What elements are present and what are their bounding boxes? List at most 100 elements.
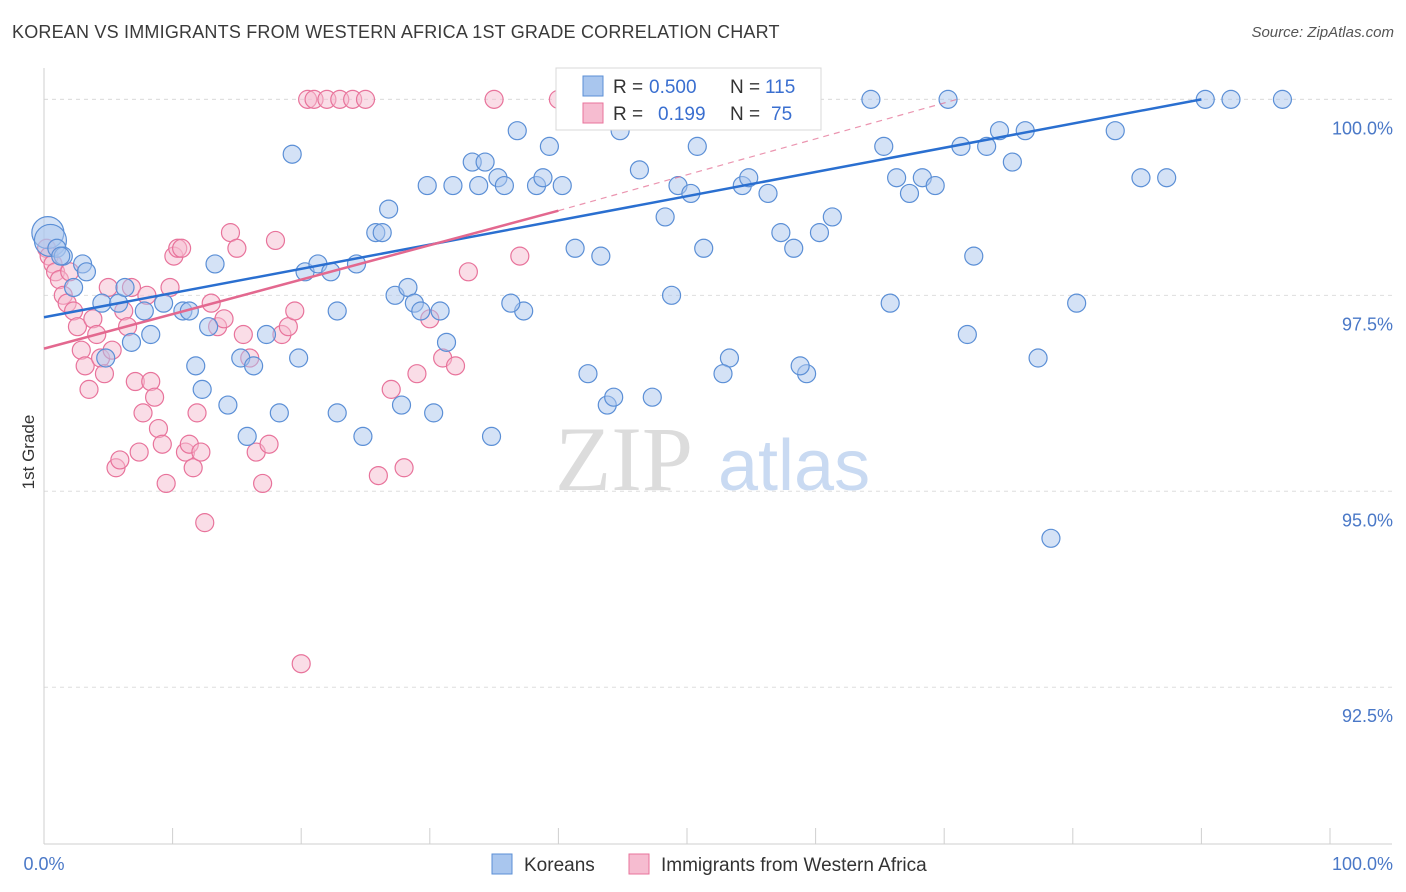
- y-tick-labels: 92.5% 95.0% 97.5% 100.0%: [1332, 118, 1393, 726]
- point-koreans: [256, 324, 277, 345]
- stats-n-key-1: N =: [730, 77, 760, 98]
- point-koreans: [758, 183, 778, 204]
- trend-line-koreans: [43, 98, 1202, 319]
- trend-lines: [43, 98, 1202, 350]
- point-koreans: [578, 364, 598, 384]
- stats-box: R = 0.500 N = 115 R = 0.199 N = 75: [555, 67, 822, 131]
- legend-swatch-koreans: [491, 853, 513, 875]
- stats-swatch-pink: [582, 102, 604, 124]
- x-tick-labels: 0.0% 100.0%: [23, 854, 1393, 874]
- point-immigrants: [110, 450, 130, 470]
- y-tick-label: 92.5%: [1342, 706, 1393, 726]
- point-koreans: [237, 426, 257, 447]
- point-koreans: [887, 168, 907, 188]
- point-koreans: [687, 136, 707, 156]
- point-immigrants: [265, 230, 286, 251]
- point-koreans: [501, 293, 521, 313]
- point-immigrants: [285, 301, 305, 321]
- point-koreans: [507, 121, 527, 141]
- point-koreans: [938, 89, 958, 109]
- point-koreans: [1002, 152, 1022, 172]
- point-immigrants: [355, 89, 376, 109]
- point-immigrants: [381, 379, 401, 399]
- point-immigrants: [187, 403, 207, 423]
- point-immigrants: [156, 473, 176, 494]
- axes: [43, 68, 1392, 845]
- x-tick-label: 100.0%: [1332, 854, 1393, 874]
- point-immigrants: [458, 262, 478, 282]
- point-koreans: [822, 207, 842, 227]
- point-koreans: [121, 332, 142, 352]
- point-immigrants: [484, 89, 504, 109]
- point-koreans: [475, 152, 495, 172]
- watermark-atlas: atlas: [718, 426, 870, 506]
- trend-line-immigrants: [43, 209, 559, 350]
- point-immigrants: [291, 654, 311, 674]
- watermark-zip: ZIP: [555, 408, 693, 510]
- point-immigrants: [407, 364, 427, 384]
- point-koreans: [51, 246, 71, 266]
- point-immigrants: [75, 356, 95, 376]
- point-koreans: [134, 301, 154, 321]
- point-immigrants: [233, 324, 253, 345]
- trend-line-immigrants-extension: [558, 98, 958, 212]
- point-koreans: [436, 332, 457, 352]
- point-koreans: [552, 175, 572, 196]
- point-koreans: [1028, 348, 1048, 368]
- point-koreans: [372, 223, 392, 243]
- point-koreans: [92, 293, 112, 313]
- point-koreans: [604, 387, 624, 407]
- point-koreans: [1221, 89, 1241, 109]
- point-immigrants: [83, 309, 103, 329]
- stats-n-val-1: 115: [765, 77, 795, 98]
- stats-r-key-1: R =: [613, 77, 643, 98]
- y-tick-label: 95.0%: [1342, 510, 1393, 530]
- point-immigrants: [144, 387, 165, 407]
- point-immigrants: [152, 434, 172, 454]
- point-immigrants: [148, 418, 169, 439]
- point-koreans: [1105, 121, 1125, 141]
- point-koreans: [417, 175, 437, 196]
- point-koreans: [655, 207, 675, 227]
- point-koreans: [784, 238, 804, 258]
- point-koreans: [790, 356, 810, 376]
- point-immigrants: [129, 442, 149, 462]
- point-koreans: [391, 395, 412, 415]
- point-immigrants: [133, 403, 153, 423]
- stats-r-key-2: R =: [613, 104, 643, 125]
- point-immigrants: [172, 238, 192, 258]
- point-koreans: [1157, 168, 1177, 188]
- point-koreans: [327, 301, 347, 321]
- point-koreans: [1131, 168, 1151, 188]
- point-immigrants: [79, 379, 99, 399]
- point-immigrants: [259, 434, 279, 454]
- point-koreans: [205, 254, 225, 274]
- legend: Koreans Immigrants from Western Africa: [491, 853, 927, 876]
- point-koreans: [694, 238, 714, 258]
- chart-title: KOREAN VS IMMIGRANTS FROM WESTERN AFRICA…: [12, 22, 780, 42]
- point-koreans: [642, 387, 662, 407]
- point-koreans: [989, 121, 1010, 141]
- point-koreans: [874, 136, 894, 156]
- point-koreans: [809, 223, 830, 243]
- stats-n-val-2: 75: [771, 104, 792, 125]
- legend-swatch-immigrants: [628, 853, 650, 875]
- stats-r-val-1: 0.500: [649, 77, 697, 98]
- point-immigrants: [195, 513, 215, 533]
- point-koreans: [861, 89, 881, 109]
- point-koreans: [141, 324, 161, 345]
- point-koreans: [539, 136, 559, 156]
- point-koreans: [353, 426, 373, 447]
- point-immigrants: [510, 246, 530, 266]
- point-koreans: [591, 246, 611, 266]
- point-immigrants: [368, 465, 388, 486]
- point-koreans: [443, 175, 463, 196]
- point-koreans: [199, 317, 219, 337]
- point-koreans: [629, 160, 650, 180]
- point-koreans: [218, 395, 238, 415]
- point-koreans: [244, 356, 264, 376]
- stats-r-val-2: 0.199: [658, 104, 706, 125]
- point-koreans: [96, 348, 116, 368]
- point-koreans: [957, 324, 977, 345]
- point-koreans: [899, 183, 920, 204]
